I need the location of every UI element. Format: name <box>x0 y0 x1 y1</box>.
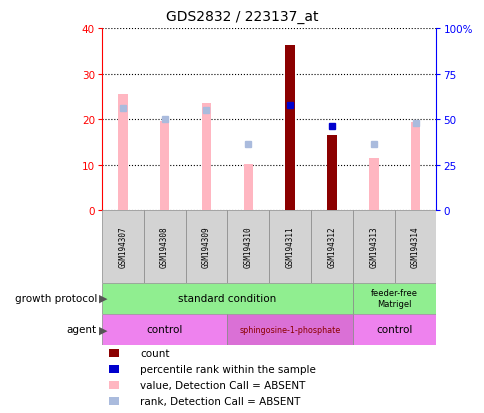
Text: GSM194314: GSM194314 <box>410 226 419 268</box>
Bar <box>243 164 253 211</box>
Text: GSM194308: GSM194308 <box>160 226 169 268</box>
Text: percentile rank within the sample: percentile rank within the sample <box>140 364 316 374</box>
Text: ▶: ▶ <box>99 324 108 335</box>
Bar <box>368 159 378 211</box>
Text: GSM194307: GSM194307 <box>118 226 127 268</box>
Bar <box>352 283 436 314</box>
Bar <box>201 104 211 211</box>
Bar <box>394 211 436 283</box>
Text: growth protocol: growth protocol <box>15 293 97 304</box>
Bar <box>102 314 227 345</box>
Text: agent: agent <box>67 324 97 335</box>
Bar <box>410 123 420 211</box>
Bar <box>143 211 185 283</box>
Text: standard condition: standard condition <box>178 293 276 304</box>
Bar <box>310 211 352 283</box>
Bar <box>269 211 310 283</box>
Bar <box>102 211 143 283</box>
Text: feeder-free
Matrigel: feeder-free Matrigel <box>370 288 417 309</box>
Text: ▶: ▶ <box>99 293 108 304</box>
Bar <box>118 95 127 211</box>
Text: sphingosine-1-phosphate: sphingosine-1-phosphate <box>239 325 340 334</box>
Text: GDS2832 / 223137_at: GDS2832 / 223137_at <box>166 10 318 24</box>
Bar <box>352 211 394 283</box>
Bar <box>285 46 294 211</box>
Bar <box>108 365 119 373</box>
Text: GSM194309: GSM194309 <box>201 226 211 268</box>
Text: rank, Detection Call = ABSENT: rank, Detection Call = ABSENT <box>140 396 300 406</box>
Text: control: control <box>376 324 412 335</box>
Text: control: control <box>146 324 182 335</box>
Text: count: count <box>140 348 169 358</box>
Bar <box>352 314 436 345</box>
Text: GSM194311: GSM194311 <box>285 226 294 268</box>
Bar <box>227 314 352 345</box>
Bar <box>227 211 269 283</box>
Text: GSM194310: GSM194310 <box>243 226 252 268</box>
Text: value, Detection Call = ABSENT: value, Detection Call = ABSENT <box>140 380 305 390</box>
Bar <box>108 349 119 357</box>
Bar <box>185 211 227 283</box>
Text: GSM194312: GSM194312 <box>327 226 336 268</box>
Bar <box>327 135 336 211</box>
Bar <box>108 381 119 389</box>
Bar <box>160 122 169 211</box>
Bar <box>102 283 352 314</box>
Bar <box>108 397 119 405</box>
Text: GSM194313: GSM194313 <box>368 226 378 268</box>
